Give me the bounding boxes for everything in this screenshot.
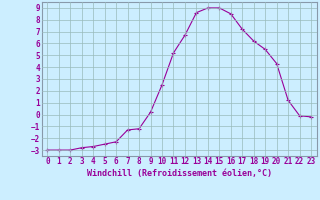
X-axis label: Windchill (Refroidissement éolien,°C): Windchill (Refroidissement éolien,°C): [87, 169, 272, 178]
